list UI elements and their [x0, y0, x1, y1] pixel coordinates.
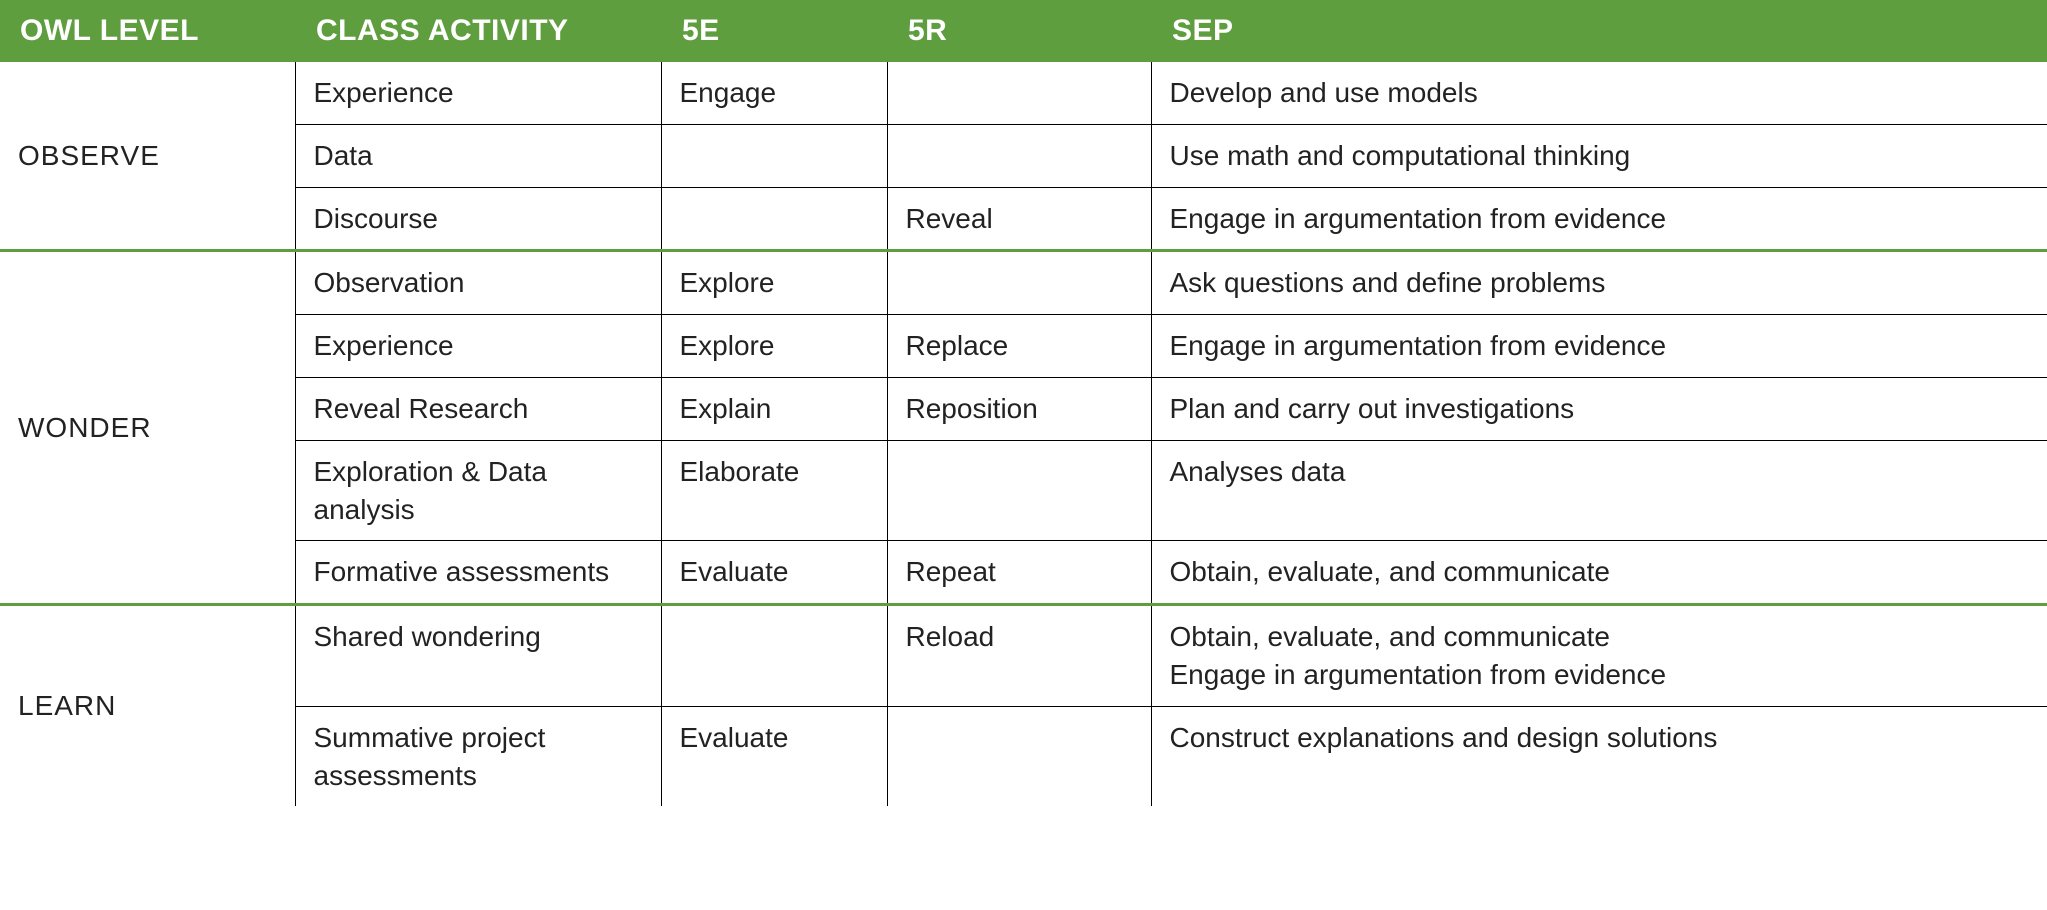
cell-activity: Summative project assessments — [295, 706, 661, 806]
cell-5e: Engage — [661, 62, 887, 124]
cell-5e: Evaluate — [661, 706, 887, 806]
table-row: Data Use math and computational thinking — [0, 124, 2047, 187]
col-header-5e: 5E — [661, 0, 887, 62]
owl-level-cell: WONDER — [0, 251, 295, 603]
cell-activity: Exploration & Data analysis — [295, 440, 661, 541]
cell-sep: Obtain, evaluate, and communicate — [1151, 541, 2047, 603]
cell-activity: Formative assessments — [295, 541, 661, 603]
cell-activity: Experience — [295, 62, 661, 124]
cell-sep: Develop and use models — [1151, 62, 2047, 124]
col-header-owl-level: OWL LEVEL — [0, 0, 295, 62]
group-learn: LEARN Shared wondering Reload Obtain, ev… — [0, 603, 2047, 806]
cell-5e: Evaluate — [661, 541, 887, 603]
cell-sep: Analyses data — [1151, 440, 2047, 541]
table-row: Exploration & Data analysis Elaborate An… — [0, 440, 2047, 541]
cell-5r — [887, 124, 1151, 187]
cell-5r: Repeat — [887, 541, 1151, 603]
cell-5r — [887, 62, 1151, 124]
table-row: LEARN Shared wondering Reload Obtain, ev… — [0, 605, 2047, 707]
cell-5e — [661, 605, 887, 707]
sep-line: Engage in argumentation from evidence — [1170, 656, 2030, 694]
table-row: Formative assessments Evaluate Repeat Ob… — [0, 541, 2047, 603]
cell-activity: Shared wondering — [295, 605, 661, 707]
owl-framework-table-container: OWL LEVEL CLASS ACTIVITY 5E 5R SEP OBSER… — [0, 0, 2047, 806]
owl-framework-table: OWL LEVEL CLASS ACTIVITY 5E 5R SEP OBSER… — [0, 0, 2047, 806]
cell-5r: Reload — [887, 605, 1151, 707]
cell-sep: Ask questions and define problems — [1151, 251, 2047, 315]
owl-level-cell: OBSERVE — [0, 62, 295, 249]
table-row: Experience Explore Replace Engage in arg… — [0, 315, 2047, 378]
table-row: Discourse Reveal Engage in argumentation… — [0, 187, 2047, 249]
cell-5e: Explain — [661, 377, 887, 440]
cell-5r — [887, 251, 1151, 315]
cell-sep: Engage in argumentation from evidence — [1151, 315, 2047, 378]
cell-activity: Discourse — [295, 187, 661, 249]
owl-level-cell: LEARN — [0, 605, 295, 807]
table-row: WONDER Observation Explore Ask questions… — [0, 251, 2047, 315]
cell-5e — [661, 187, 887, 249]
cell-activity: Reveal Research — [295, 377, 661, 440]
table-row: Reveal Research Explain Reposition Plan … — [0, 377, 2047, 440]
cell-sep: Plan and carry out investigations — [1151, 377, 2047, 440]
cell-activity: Data — [295, 124, 661, 187]
cell-5e: Elaborate — [661, 440, 887, 541]
table-row: OBSERVE Experience Engage Develop and us… — [0, 62, 2047, 124]
cell-5r — [887, 706, 1151, 806]
cell-sep: Construct explanations and design soluti… — [1151, 706, 2047, 806]
cell-5e: Explore — [661, 315, 887, 378]
group-wonder: WONDER Observation Explore Ask questions… — [0, 249, 2047, 603]
cell-activity: Observation — [295, 251, 661, 315]
col-header-sep: SEP — [1151, 0, 2047, 62]
col-header-5r: 5R — [887, 0, 1151, 62]
cell-sep: Engage in argumentation from evidence — [1151, 187, 2047, 249]
cell-5r: Reposition — [887, 377, 1151, 440]
cell-5r: Reveal — [887, 187, 1151, 249]
cell-5r — [887, 440, 1151, 541]
table-header: OWL LEVEL CLASS ACTIVITY 5E 5R SEP — [0, 0, 2047, 62]
table-row: Summative project assessments Evaluate C… — [0, 706, 2047, 806]
cell-5e — [661, 124, 887, 187]
cell-sep: Obtain, evaluate, and communicate Engage… — [1151, 605, 2047, 707]
cell-activity: Experience — [295, 315, 661, 378]
sep-line: Obtain, evaluate, and communicate — [1170, 618, 2030, 656]
col-header-class-activity: CLASS ACTIVITY — [295, 0, 661, 62]
cell-sep: Use math and computational thinking — [1151, 124, 2047, 187]
cell-5r: Replace — [887, 315, 1151, 378]
group-observe: OBSERVE Experience Engage Develop and us… — [0, 62, 2047, 249]
cell-5e: Explore — [661, 251, 887, 315]
